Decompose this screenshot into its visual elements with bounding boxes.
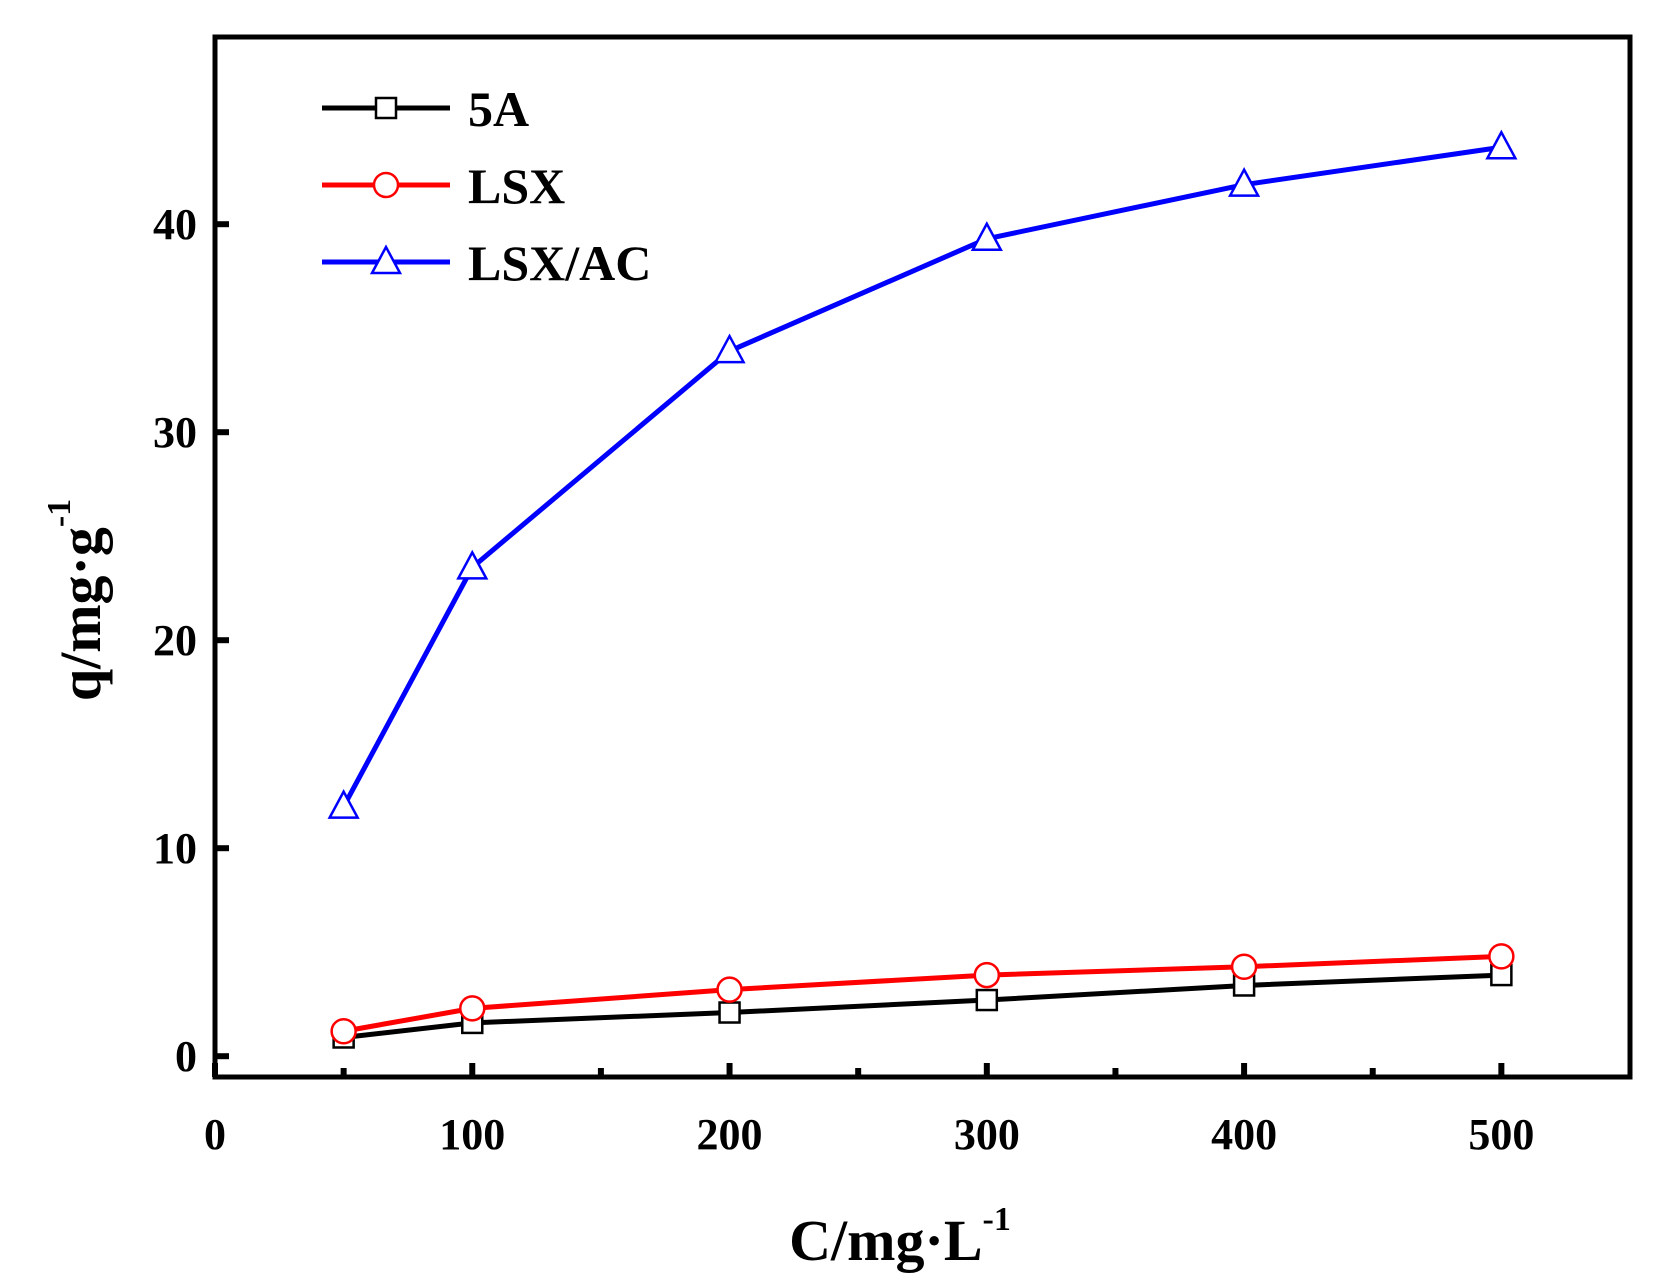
lsx-line	[343, 953, 1502, 1034]
x-tick-label: 100	[439, 1110, 505, 1159]
series-lsx-ac	[327, 129, 1518, 819]
legend-label: 5A	[468, 81, 529, 137]
lsx-ac-marker	[713, 333, 746, 364]
5a-line	[343, 972, 1502, 1040]
x-tick-label: 500	[1468, 1110, 1534, 1159]
y-tick-label: 40	[153, 200, 197, 249]
x-tick-label: 300	[954, 1110, 1020, 1159]
lsx-ac-marker	[1227, 167, 1261, 197]
5a-marker	[975, 988, 999, 1012]
lsx-ac-marker	[327, 788, 360, 819]
lsx-ac-marker	[456, 549, 489, 580]
x-tick-label: 0	[204, 1110, 226, 1159]
5a-marker	[718, 1001, 741, 1024]
x-tick-label: 200	[697, 1110, 763, 1159]
series-layer	[327, 129, 1518, 1049]
lsx-marker	[459, 995, 486, 1022]
x-tick-label: 400	[1211, 1110, 1277, 1159]
series-lsx	[330, 943, 1515, 1045]
lsx-marker	[1230, 953, 1258, 981]
lsx-marker	[330, 1017, 357, 1045]
legend-label: LSX	[468, 158, 565, 214]
legend: 5A LSX LSX/AC	[322, 81, 651, 291]
y-axis-title: q/mg·g-1	[41, 499, 113, 701]
legend-item-lsx-ac: LSX/AC	[322, 235, 651, 291]
axis-tick-labels: 0 100 200 300 400 500 0 10 20 30 40	[153, 200, 1534, 1159]
lsx-ac-marker	[970, 221, 1003, 252]
lsx-ac-line	[341, 144, 1502, 808]
legend-5a-marker	[374, 96, 398, 120]
legend-lsx-ac-marker	[369, 244, 403, 275]
y-tick-label: 0	[175, 1032, 197, 1081]
y-tick-label: 20	[153, 616, 197, 665]
lsx-ac-marker	[1485, 129, 1518, 160]
axis-ticks	[212, 221, 1505, 1077]
x-axis-title: C/mg·L-1	[789, 1201, 1011, 1273]
lsx-marker	[716, 976, 743, 1003]
lsx-marker	[973, 961, 1001, 989]
y-tick-label: 30	[153, 408, 197, 457]
legend-item-5a: 5A	[322, 81, 529, 137]
y-tick-label: 10	[153, 824, 197, 873]
legend-label: LSX/AC	[468, 235, 651, 291]
plot-frame	[212, 34, 1633, 1080]
legend-lsx-marker	[372, 171, 400, 199]
lsx-marker	[1488, 943, 1515, 970]
legend-item-lsx: LSX	[322, 158, 565, 214]
